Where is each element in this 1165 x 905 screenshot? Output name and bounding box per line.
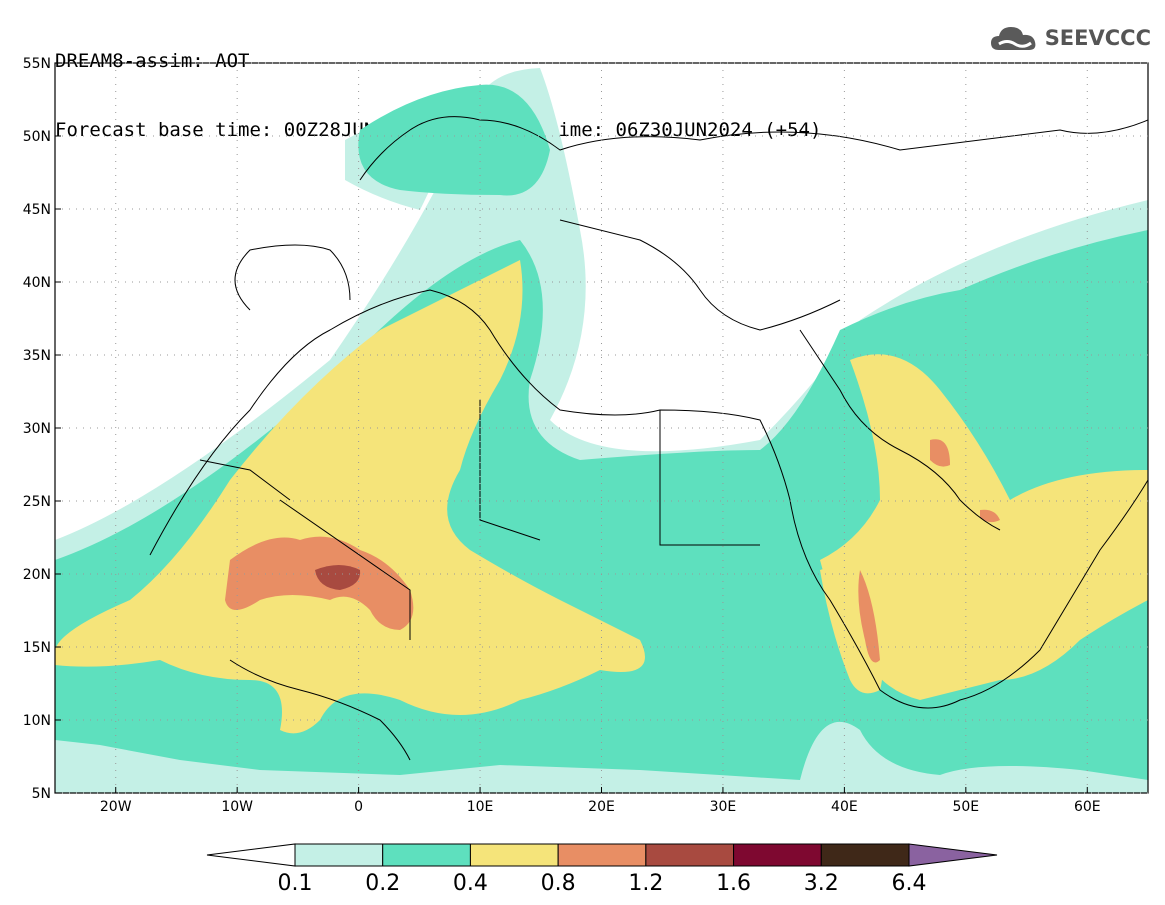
lat-tick-label: 10N: [23, 713, 51, 729]
lon-tick-label: 10E: [467, 799, 494, 815]
lon-tick-label: 50E: [952, 799, 979, 815]
colorbar-label: 1.2: [628, 871, 663, 896]
lat-tick-label: 35N: [23, 348, 51, 364]
colorbar-label: 1.6: [716, 871, 751, 896]
colorbar-box: [645, 843, 735, 867]
lat-axis: 55N 50N 45N 40N 35N 30N 25N 20N 15N 10N 5N: [23, 56, 61, 802]
coastlines: [149, 116, 1148, 761]
colorbar: 0.1 0.2 0.4 0.8 1.2 1.6 3.2 6.4: [206, 843, 998, 896]
lat-tick-label: 15N: [23, 640, 51, 656]
colorbar-label: 0.1: [278, 871, 313, 896]
logo-text: SEEVCCC: [1044, 26, 1151, 50]
lat-tick-label: 50N: [23, 129, 51, 145]
colorbar-box: [382, 843, 471, 867]
cloud-icon: [990, 27, 1036, 50]
lon-tick-label: 40E: [831, 799, 858, 815]
colorbar-box: [557, 843, 647, 867]
lat-tick-label: 20N: [23, 567, 51, 583]
lon-axis: 20W 10W 0 10E 20E 30E 40E 50E 60E: [100, 787, 1101, 815]
lat-tick-label: 55N: [23, 56, 51, 72]
lat-tick-label: 30N: [23, 421, 51, 437]
colorbar-box: [294, 843, 384, 867]
lat-tick-label: 25N: [23, 494, 51, 510]
title-product: DREAM8-assim: AOT: [55, 50, 250, 72]
lat-tick-label: 5N: [32, 786, 51, 802]
lon-tick-label: 30E: [710, 799, 737, 815]
colorbar-low-arrow: [206, 843, 296, 867]
lon-tick-label: 10W: [221, 799, 253, 815]
lon-tick-label: 20W: [100, 799, 132, 815]
colorbar-box: [469, 843, 559, 867]
aot-band-0.4: [55, 260, 1148, 734]
lat-tick-label: 40N: [23, 275, 51, 291]
colorbar-label: 0.4: [453, 871, 488, 896]
colorbar-label: 0.2: [365, 871, 400, 896]
gridlines: [55, 62, 1148, 794]
lat-tick-label: 45N: [23, 202, 51, 218]
colorbar-box: [733, 843, 822, 867]
colorbar-high-arrow: [908, 843, 998, 867]
colorbar-box: [820, 843, 910, 867]
aot-band-1.2: [315, 565, 361, 590]
lon-tick-label: 20E: [588, 799, 615, 815]
aot-shading: [55, 68, 1148, 793]
lon-tick-label: 60E: [1074, 799, 1101, 815]
colorbar-label: 3.2: [804, 871, 839, 896]
colorbar-label: 0.8: [541, 871, 576, 896]
lon-tick-label: 0: [354, 799, 363, 815]
colorbar-label: 6.4: [892, 871, 927, 896]
seevccc-logo: SEEVCCC: [989, 22, 1151, 54]
